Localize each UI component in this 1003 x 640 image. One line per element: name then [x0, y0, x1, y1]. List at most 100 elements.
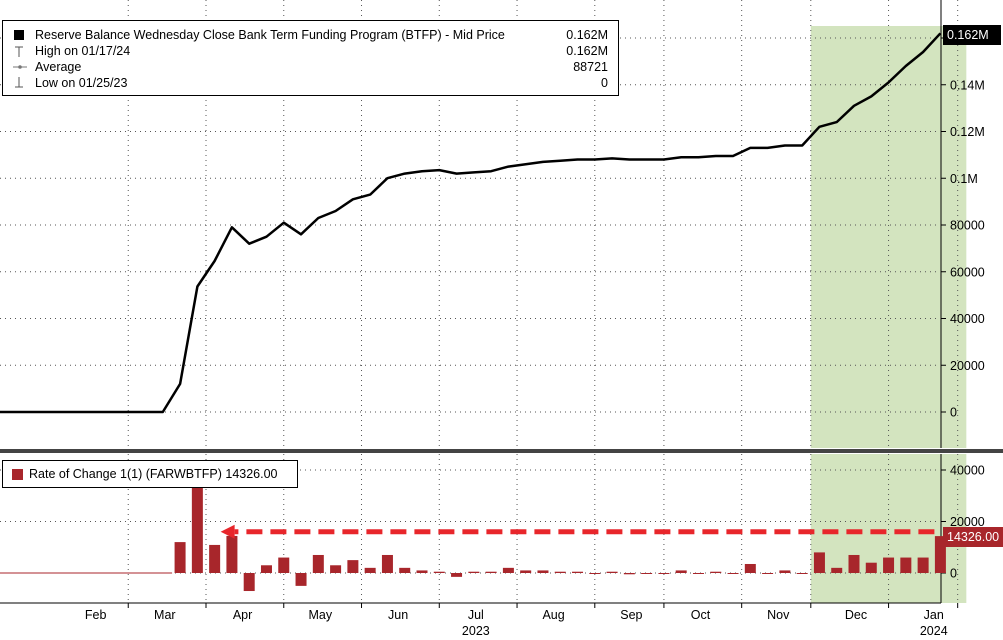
rate-bar [174, 542, 186, 573]
top-y-tick-label: 20000 [950, 359, 985, 373]
rate-bar [900, 557, 912, 573]
rate-bar [744, 563, 756, 573]
legend-high-label: High on 01/17/24 [35, 44, 131, 58]
top-y-tick-label: 80000 [950, 219, 985, 233]
month-label: Dec [845, 608, 867, 622]
rate-bar [485, 571, 497, 573]
rate-bar [468, 571, 480, 573]
rate-bar [796, 573, 808, 574]
top-y-tick-label: 0.12M [950, 125, 985, 139]
rate-bar [606, 571, 618, 573]
rate-bar [779, 570, 791, 573]
rate-bar [589, 573, 601, 574]
month-label: Oct [691, 608, 711, 622]
btfp-line [0, 32, 942, 414]
rate-bar [226, 535, 238, 573]
rate-bar [191, 465, 203, 573]
month-label: Mar [154, 608, 176, 622]
rate-bar [813, 552, 825, 573]
average-marker-icon [13, 59, 27, 75]
legend-high-row: High on 01/17/24 0.162M [11, 43, 608, 59]
month-label: Nov [767, 608, 790, 622]
rate-bar [675, 570, 687, 573]
top-legend: Reserve Balance Wednesday Close Bank Ter… [2, 20, 619, 96]
rate-bar [381, 554, 393, 573]
rate-bar [554, 571, 566, 573]
month-label: Aug [542, 608, 564, 622]
legend-low-label: Low on 01/25/23 [35, 76, 128, 90]
top-y-tick-label: 40000 [950, 312, 985, 326]
rate-bar [295, 573, 307, 586]
legend-series-label: Reserve Balance Wednesday Close Bank Ter… [35, 28, 505, 42]
legend-series-value: 0.162M [566, 28, 608, 42]
rate-of-change-bars [0, 465, 946, 592]
top-y-tick-label: 0.14M [950, 78, 985, 92]
month-label: Sep [620, 608, 642, 622]
month-label: Feb [85, 608, 107, 622]
high-marker-icon [13, 43, 27, 59]
bottom-y-tick-label: 20000 [950, 515, 985, 529]
rate-bar [572, 571, 584, 573]
x-tick-labels: Feb Mar Apr May Jun Jul Aug Sep Oct Nov Dec Jan 2023… [85, 608, 948, 638]
rate-bar [243, 573, 255, 592]
month-label: Jan [924, 608, 944, 622]
rate-bar [934, 536, 946, 573]
bar-series-square-icon [12, 469, 23, 480]
rate-bar [917, 557, 929, 573]
legend-low-row: Low on 01/25/23 0 [11, 75, 608, 91]
rate-bar [710, 571, 722, 573]
bottom-y-tick-label: 40000 [950, 464, 985, 478]
highlight-region [810, 26, 967, 603]
legend-average-value: 88721 [573, 60, 608, 74]
rate-bar [433, 571, 445, 573]
highlight-bottom-panel [810, 454, 967, 603]
top-y-tick-label: 60000 [950, 265, 985, 279]
panel-separator [0, 449, 1003, 453]
highlight-top-panel [810, 26, 967, 448]
rate-bar [330, 565, 342, 573]
top-y-tick-labels: 0 20000 40000 60000 80000 0.1M 0.12M 0.14M [950, 78, 985, 419]
month-label: May [309, 608, 333, 622]
series-square-icon [13, 27, 27, 43]
top-y-tick-label: 0.1M [950, 172, 978, 186]
rate-bar [364, 567, 376, 573]
rate-bar [347, 560, 359, 573]
arrow-head [220, 524, 235, 539]
rate-bar [762, 573, 774, 574]
rate-bar [260, 565, 272, 573]
rate-bar [727, 573, 739, 574]
last-value-tag-bottom: 14326.00 [943, 527, 1003, 547]
rate-bar [209, 544, 221, 573]
legend-high-value: 0.162M [566, 44, 608, 58]
axes [0, 0, 1003, 608]
legend-series-row: Reserve Balance Wednesday Close Bank Ter… [11, 27, 608, 43]
bottom-y-tick-labels: 0 20000 40000 [950, 464, 985, 581]
legend-low-value: 0 [601, 76, 608, 90]
legend-average-label: Average [35, 60, 82, 74]
rate-bar [399, 567, 411, 573]
month-label: Jun [388, 608, 408, 622]
rate-bar [537, 570, 549, 573]
rate-bar [641, 573, 653, 574]
bottom-legend: Rate of Change 1(1) (FARWBTFP) 14326.00 [2, 460, 298, 488]
month-label: Jul [468, 608, 484, 622]
level-arrow [220, 524, 935, 539]
rate-bar [278, 557, 290, 573]
bottom-y-tick-label: 0 [950, 567, 957, 581]
rate-bar [312, 554, 324, 573]
rate-bar [623, 573, 635, 575]
rate-bar [451, 573, 463, 577]
rate-bar [848, 554, 860, 573]
month-label: Apr [233, 608, 252, 622]
rate-bar [416, 570, 428, 573]
low-marker-icon [13, 75, 27, 91]
rate-bar [502, 567, 514, 573]
top-y-tick-label: 0 [950, 406, 957, 420]
year-label: 2023 [462, 624, 490, 638]
bottom-legend-label: Rate of Change 1(1) (FARWBTFP) 14326.00 [29, 467, 278, 481]
year-label: 2024 [920, 624, 948, 638]
rate-bar [692, 573, 704, 574]
last-value-tag-top: 0.162M [943, 25, 1001, 45]
rate-bar [520, 570, 532, 573]
